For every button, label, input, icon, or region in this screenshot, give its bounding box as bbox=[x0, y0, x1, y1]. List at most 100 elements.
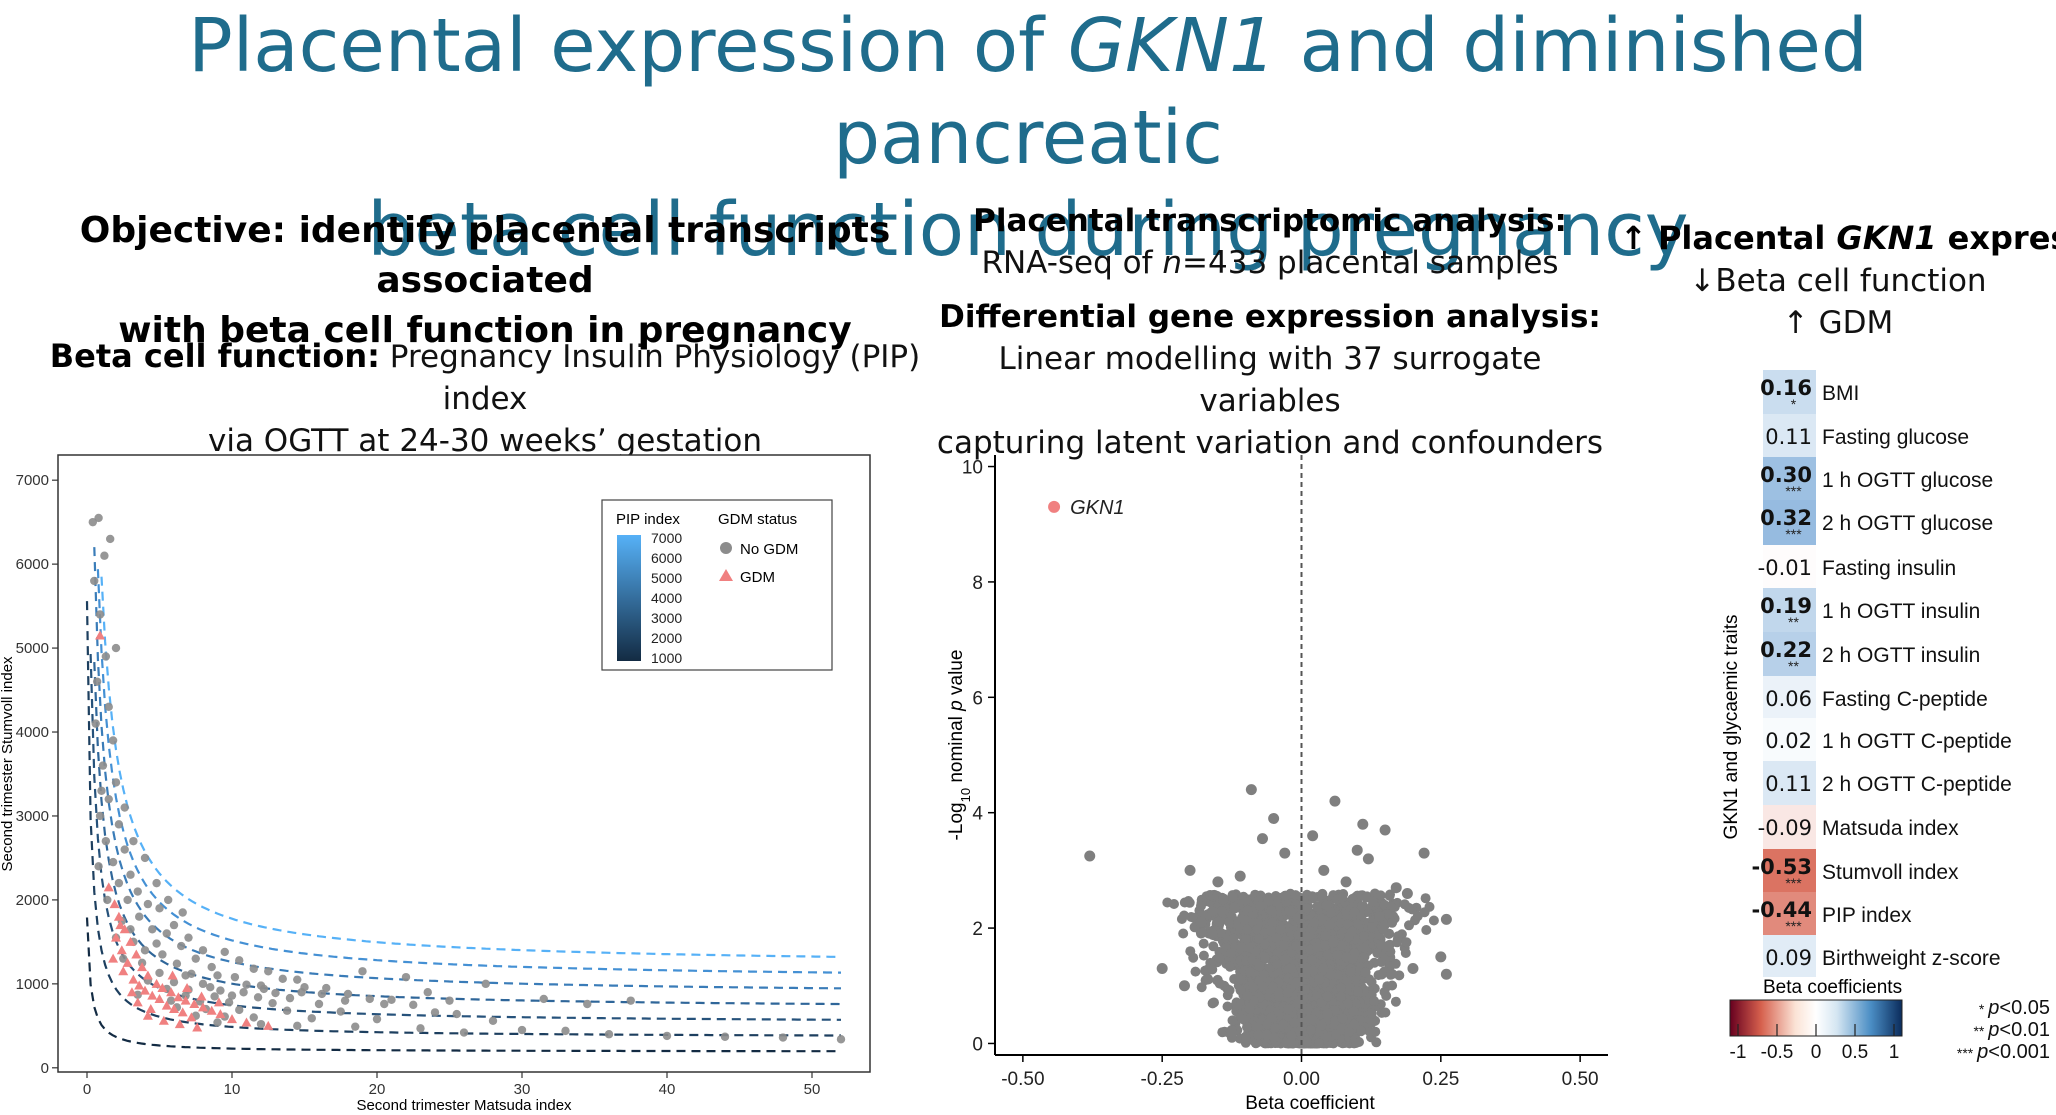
gene-point bbox=[1362, 853, 1374, 865]
vol-ylabel-sub: 10 bbox=[958, 788, 973, 802]
heatmap-stars: *** bbox=[1785, 918, 1802, 934]
heatmap-y-axis-label: GKN1 and glycaemic traits bbox=[1721, 615, 1742, 840]
no-gdm-point bbox=[278, 974, 287, 984]
pip-x-tick-label: 10 bbox=[224, 1081, 241, 1098]
gdm-point bbox=[151, 978, 162, 988]
no-gdm-point bbox=[242, 980, 251, 989]
gdm-point bbox=[111, 932, 121, 942]
no-gdm-point bbox=[836, 1035, 846, 1044]
gene-point bbox=[1260, 952, 1270, 963]
no-gdm-point bbox=[227, 991, 237, 1000]
volcano-y-axis-label: -Log10 nominal p value bbox=[946, 650, 973, 841]
gene-point bbox=[1307, 1014, 1318, 1025]
page-title: Placental expression of GKN1 and diminis… bbox=[0, 0, 2056, 276]
legend-gdm-marker bbox=[719, 569, 733, 581]
vol-x-tick-label: -0.50 bbox=[1001, 1069, 1044, 1090]
pip-y-tick-label: 1000 bbox=[16, 976, 49, 993]
gene-point bbox=[1279, 847, 1291, 859]
gdm-point bbox=[213, 997, 224, 1007]
no-gdm-point bbox=[235, 956, 244, 965]
sig-stars: ** bbox=[1973, 1023, 1988, 1039]
no-gdm-point bbox=[285, 993, 295, 1003]
vol-y-tick-label: 4 bbox=[972, 804, 983, 825]
gene-point bbox=[1348, 1005, 1359, 1016]
gene-point bbox=[1404, 920, 1414, 931]
gdm-point bbox=[137, 962, 148, 972]
gene-point bbox=[1253, 1030, 1264, 1040]
no-gdm-point bbox=[135, 912, 144, 921]
no-gdm-point bbox=[155, 904, 164, 913]
gene-point bbox=[1378, 924, 1389, 935]
gene-point bbox=[1285, 906, 1296, 917]
pip-x-axis-label: Second trimester Matsuda index bbox=[356, 1097, 572, 1114]
pip-colorbar-tick-label: 6000 bbox=[651, 550, 682, 566]
no-gdm-point bbox=[604, 1030, 614, 1039]
gene-point bbox=[1216, 927, 1226, 938]
gene-point bbox=[1286, 963, 1297, 974]
gene-point bbox=[1289, 1017, 1300, 1028]
gene-point bbox=[1227, 892, 1238, 903]
no-gdm-point bbox=[778, 1033, 788, 1042]
gdm-point bbox=[122, 957, 133, 967]
no-gdm-point bbox=[88, 517, 98, 527]
pip-isoline bbox=[93, 662, 842, 1006]
gene-point bbox=[1351, 844, 1363, 856]
pip-colorbar-tick-label: 7000 bbox=[651, 530, 682, 546]
vol-y-tick-label: 0 bbox=[972, 1034, 983, 1055]
no-gdm-point bbox=[94, 513, 103, 523]
gene-point bbox=[1267, 917, 1278, 928]
vol-x-tick-label: 0.25 bbox=[1422, 1069, 1459, 1090]
pip-isoline bbox=[96, 569, 841, 974]
gene-point bbox=[1370, 1026, 1381, 1037]
gene-point bbox=[1273, 991, 1284, 1002]
heatmap-trait-label: BMI bbox=[1822, 382, 1859, 405]
no-gdm-point bbox=[224, 998, 234, 1007]
no-gdm-point bbox=[100, 551, 109, 560]
gene-point bbox=[1244, 966, 1255, 977]
no-gdm-point bbox=[583, 999, 592, 1009]
gene-point bbox=[1292, 998, 1303, 1009]
volcano-x-axis-label: Beta coefficient bbox=[1245, 1093, 1375, 1114]
gdm-point bbox=[142, 970, 153, 980]
heatmap-cell bbox=[1763, 935, 1816, 977]
gene-point bbox=[1254, 933, 1264, 944]
pip-colorbar-tick-label: 1000 bbox=[651, 650, 682, 666]
no-gdm-point bbox=[114, 820, 124, 829]
gene-point bbox=[1343, 998, 1354, 1009]
gene-point bbox=[1235, 973, 1246, 984]
heatmap-value: 0.16 bbox=[1760, 376, 1812, 400]
gene-point bbox=[1242, 991, 1253, 1001]
gdm-point bbox=[215, 1009, 226, 1019]
gene-point bbox=[1236, 942, 1247, 953]
gdm-point bbox=[166, 987, 177, 997]
gene-point bbox=[1228, 933, 1239, 944]
sig-stars: *** bbox=[1957, 1045, 1977, 1061]
gene-point bbox=[1352, 919, 1363, 930]
heatmap-stars: *** bbox=[1785, 526, 1802, 542]
gene-point bbox=[1330, 1016, 1340, 1027]
title-line1-post: and diminished pancreatic bbox=[833, 3, 1868, 181]
no-gdm-point bbox=[111, 643, 121, 653]
no-gdm-point bbox=[416, 1024, 425, 1033]
pip-legend: PIP index 7000 6000 5000 4000 3000 2000 1000 G… bbox=[601, 499, 833, 671]
beta-cell-text: Pregnancy Insulin Physiology (PIP) index bbox=[379, 339, 921, 417]
gene-point bbox=[1271, 896, 1282, 907]
heatmap-trait-label: 1 h OGTT glucose bbox=[1822, 469, 1993, 492]
gene-point bbox=[1317, 890, 1328, 900]
no-gdm-point bbox=[561, 1026, 570, 1036]
rnaseq-post: =433 placental samples bbox=[1182, 245, 1559, 281]
heatmap-trait-label: 2 h OGTT insulin bbox=[1822, 644, 1980, 667]
gene-point bbox=[1326, 969, 1337, 980]
no-gdm-point bbox=[340, 996, 350, 1005]
no-gdm-point bbox=[169, 920, 179, 930]
no-gdm-point bbox=[452, 1009, 461, 1019]
gene-point bbox=[1419, 907, 1430, 918]
heatmap-trait-label: PIP index bbox=[1822, 904, 1912, 927]
no-gdm-point bbox=[322, 983, 331, 993]
gene-point bbox=[1385, 969, 1396, 980]
no-gdm-point bbox=[293, 975, 302, 984]
no-gdm-point bbox=[213, 971, 222, 980]
pip-isoline bbox=[85, 601, 841, 1037]
gene-point bbox=[1198, 950, 1209, 961]
heatmap-stars: ** bbox=[1788, 658, 1799, 674]
